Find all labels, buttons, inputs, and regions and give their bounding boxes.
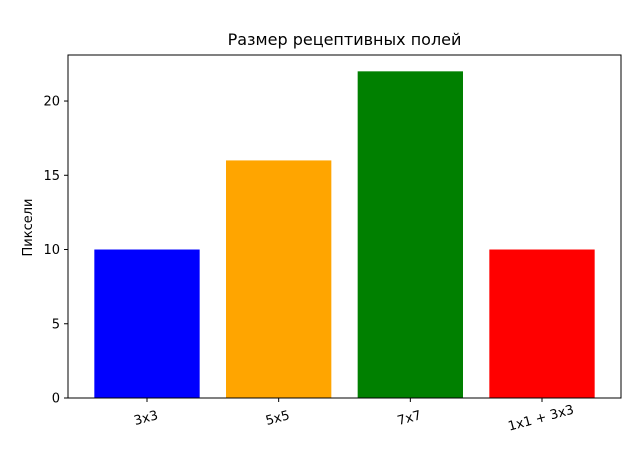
y-axis-label: Пиксели [21, 199, 36, 257]
y-tick-label: 10 [43, 243, 60, 258]
x-tick-label: 5x5 [264, 408, 291, 429]
bars-layer [94, 71, 595, 398]
x-tick-label: 3x3 [132, 408, 159, 429]
y-tick-label: 5 [52, 317, 60, 332]
x-tick-label: 7x7 [396, 408, 423, 429]
chart-title: Размер рецептивных полей [228, 30, 462, 49]
bar-3x3 [94, 249, 200, 398]
y-tick-label: 15 [43, 169, 60, 184]
x-tick-label: 1x1 + 3x3 [506, 403, 575, 435]
bar-7x7 [357, 71, 463, 398]
y-tick-label: 20 [43, 95, 60, 110]
bar-1x1-3x3 [489, 249, 595, 398]
plot-frame [67, 54, 622, 399]
y-tick-label: 0 [52, 392, 60, 407]
bar-5x5 [226, 160, 332, 398]
